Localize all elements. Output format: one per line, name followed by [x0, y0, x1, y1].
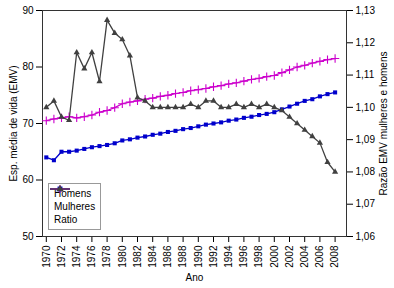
html-text:Mulheres: Mulheres — [54, 201, 96, 212]
svg-text:1,09: 1,09 — [356, 134, 376, 145]
svg-text:1976: 1976 — [86, 245, 97, 268]
svg-text:1,08: 1,08 — [356, 166, 376, 177]
svg-text:1980: 1980 — [117, 245, 128, 268]
svg-text:1990: 1990 — [193, 245, 204, 268]
svg-text:2004: 2004 — [299, 245, 310, 268]
svg-text:50: 50 — [22, 231, 34, 242]
svg-text:1988: 1988 — [177, 245, 188, 268]
svg-text:1,07: 1,07 — [356, 198, 376, 209]
svg-text:1972: 1972 — [56, 245, 67, 268]
svg-text:1,13: 1,13 — [356, 5, 376, 16]
html-text:Ratio: Ratio — [54, 214, 78, 225]
svg-text:Ano: Ano — [186, 272, 204, 283]
svg-text:1984: 1984 — [147, 245, 158, 268]
svg-text:Razão EMV mulheres e homens: Razão EMV mulheres e homens — [378, 52, 389, 196]
svg-text:2006: 2006 — [314, 245, 325, 268]
svg-text:1994: 1994 — [223, 245, 234, 268]
svg-text:1998: 1998 — [253, 245, 264, 268]
svg-text:2008: 2008 — [329, 245, 340, 268]
svg-text:2000: 2000 — [269, 245, 280, 268]
svg-text:1982: 1982 — [132, 245, 143, 268]
svg-text:Esp. média de vida (EMV): Esp. média de vida (EMV) — [8, 65, 19, 181]
svg-text:1996: 1996 — [238, 245, 249, 268]
svg-text:2002: 2002 — [284, 245, 295, 268]
svg-text:1,12: 1,12 — [356, 37, 376, 48]
svg-text:90: 90 — [22, 5, 34, 16]
svg-text:1992: 1992 — [208, 245, 219, 268]
svg-text:80: 80 — [22, 61, 34, 72]
svg-text:1974: 1974 — [71, 245, 82, 268]
svg-text:1986: 1986 — [162, 245, 173, 268]
svg-text:60: 60 — [22, 174, 34, 185]
svg-text:70: 70 — [22, 118, 34, 129]
svg-text:1,11: 1,11 — [356, 69, 375, 80]
svg-text:1970: 1970 — [41, 245, 52, 268]
svg-text:1978: 1978 — [101, 245, 112, 268]
svg-text:1,06: 1,06 — [356, 231, 376, 242]
html-text:Homens: Homens — [54, 188, 92, 199]
svg-text:1,10: 1,10 — [356, 102, 376, 113]
